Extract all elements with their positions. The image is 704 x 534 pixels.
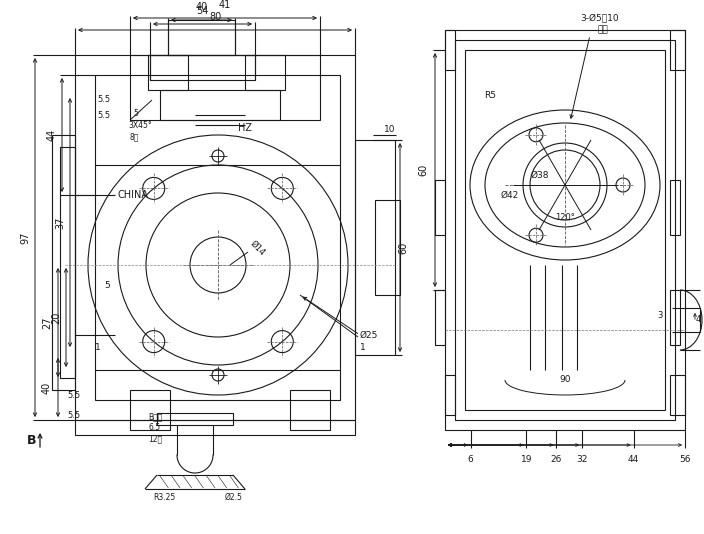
Text: 90: 90	[559, 375, 571, 384]
Text: 44: 44	[628, 455, 639, 464]
Text: 40: 40	[42, 381, 52, 394]
Bar	[455, 40, 675, 420]
Bar	[435, 290, 445, 345]
Text: 26: 26	[551, 455, 562, 464]
Text: CHINA: CHINA	[118, 190, 149, 200]
Bar	[670, 375, 685, 415]
Bar	[130, 390, 170, 430]
Bar	[445, 30, 455, 70]
Text: 60: 60	[398, 241, 408, 254]
Bar	[445, 30, 685, 430]
Text: 27: 27	[42, 316, 52, 329]
Text: 120°: 120°	[555, 214, 575, 223]
Bar	[52, 135, 75, 390]
Text: Ø25: Ø25	[360, 331, 378, 340]
Text: 40: 40	[196, 2, 208, 12]
Bar	[465, 50, 665, 410]
Bar	[670, 290, 680, 345]
Text: B: B	[27, 434, 37, 446]
Bar	[375, 200, 400, 295]
Bar	[130, 55, 320, 120]
Text: 60: 60	[418, 164, 428, 176]
Text: 5.5: 5.5	[97, 96, 110, 105]
Bar	[435, 180, 445, 235]
Bar	[95, 75, 340, 400]
Bar	[75, 420, 355, 435]
Text: 54: 54	[196, 6, 208, 16]
Bar	[670, 30, 685, 70]
Text: 20: 20	[51, 311, 61, 324]
Text: 32: 32	[577, 455, 588, 464]
Bar	[160, 90, 280, 120]
Text: 5: 5	[104, 280, 110, 289]
Bar	[168, 20, 235, 55]
Text: 3X45°: 3X45°	[128, 121, 152, 130]
Text: 盲孔: 盲孔	[598, 26, 608, 35]
Bar	[157, 413, 233, 425]
Text: 12次: 12次	[148, 435, 162, 444]
Text: R5: R5	[484, 90, 496, 99]
Bar	[670, 180, 680, 235]
Text: 5.5: 5.5	[97, 111, 110, 120]
Text: Ø14: Ø14	[248, 239, 267, 257]
Text: B基准: B基准	[148, 412, 162, 421]
Bar	[355, 140, 395, 355]
Bar	[245, 55, 285, 90]
Text: 6: 6	[468, 455, 474, 464]
Bar	[445, 375, 455, 415]
Text: 41: 41	[219, 0, 231, 10]
Bar	[75, 55, 355, 420]
Text: R3.25: R3.25	[153, 492, 175, 501]
Text: 3: 3	[658, 310, 662, 319]
Text: 44: 44	[47, 129, 57, 141]
Text: 37: 37	[55, 216, 65, 229]
Text: 97: 97	[20, 231, 30, 244]
Text: 5: 5	[134, 108, 139, 117]
Text: HZ: HZ	[238, 123, 252, 133]
Text: 4: 4	[696, 316, 700, 325]
Text: 10: 10	[384, 125, 396, 135]
Bar	[148, 55, 188, 90]
Text: 80: 80	[209, 12, 221, 22]
Text: Ø42: Ø42	[501, 191, 519, 200]
Text: 5.5: 5.5	[67, 391, 80, 400]
Text: 19: 19	[521, 455, 532, 464]
Bar	[150, 55, 255, 80]
Text: 8次: 8次	[130, 132, 139, 142]
Text: 56: 56	[679, 455, 691, 464]
Text: 6.5: 6.5	[149, 423, 161, 433]
Bar	[60, 147, 75, 378]
Text: 5.5: 5.5	[67, 411, 80, 420]
Bar	[290, 390, 330, 430]
Text: Ø38: Ø38	[531, 170, 549, 179]
Text: 1: 1	[95, 343, 101, 352]
Text: Ø2.5: Ø2.5	[225, 492, 243, 501]
Text: 3-Ø5深10: 3-Ø5深10	[581, 13, 620, 22]
Text: 1: 1	[360, 343, 366, 352]
